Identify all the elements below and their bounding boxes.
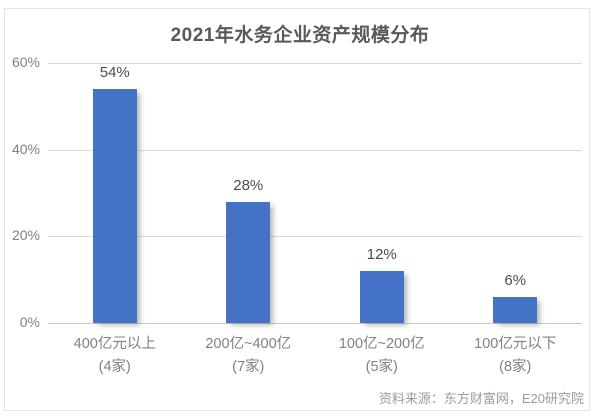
bar-value-label: 12% — [366, 246, 397, 263]
category-label: 200亿~400亿 (7家) — [182, 333, 316, 379]
category-label-range: 400亿元以上 — [73, 336, 156, 352]
category-label-range: 100亿~200亿 — [338, 336, 425, 352]
chart-title: 2021年水务企业资产规模分布 — [170, 25, 430, 46]
grid-line — [48, 149, 582, 151]
category-label-count: (8家) — [499, 359, 532, 375]
source-note: 资料来源：东方财富网，E20研究院 — [378, 391, 584, 406]
bar-value-label: 28% — [233, 176, 264, 194]
category-label-range: 100亿元以下 — [474, 336, 557, 352]
grid-line — [48, 236, 582, 238]
bar — [359, 271, 404, 323]
bar-value-label: 6% — [504, 272, 527, 289]
y-axis-tick-label: 20% — [11, 227, 40, 244]
category-label-count: (4家) — [98, 359, 131, 375]
category-label: 100亿~200亿 (5家) — [315, 333, 449, 379]
bar-value-label: 54% — [99, 64, 130, 81]
category-label-count: (7家) — [232, 359, 265, 375]
y-axis-tick-label: 40% — [11, 140, 40, 157]
category-label-range: 200亿~400亿 — [205, 336, 292, 352]
bar — [226, 201, 271, 323]
y-axis-tick-label: 0% — [19, 314, 40, 330]
category-label: 400亿元以上 (4家) — [48, 333, 182, 379]
y-axis-tick-label: 60% — [11, 54, 40, 70]
chart-frame-border — [4, 8, 590, 411]
x-axis-line — [48, 323, 582, 324]
category-label-count: (5家) — [365, 359, 398, 375]
category-label: 100亿元以下 (8家) — [449, 333, 583, 379]
bar — [92, 89, 137, 323]
bar — [493, 297, 538, 323]
grid-line — [48, 63, 582, 64]
